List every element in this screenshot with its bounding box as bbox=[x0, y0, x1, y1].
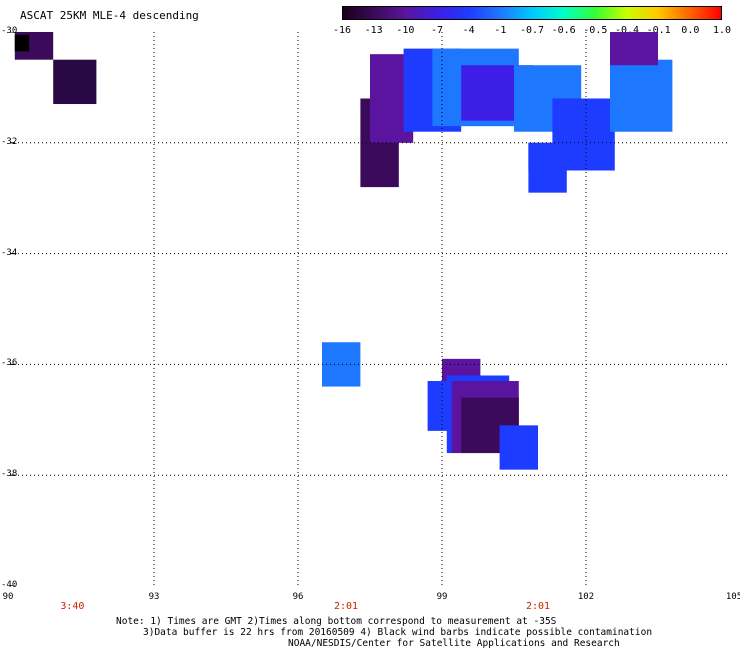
lat-tick-label: -30 bbox=[1, 26, 18, 36]
note-line-1: Note: 1) Times are GMT 2)Times along bot… bbox=[116, 616, 557, 627]
colorbar-labels: -16 -13 -10 -7 -4 -1 -0.7 -0.6 -0.5 -0.4 -0.1 0.0 1.… bbox=[0, 25, 740, 37]
time-label: 2:01 bbox=[333, 601, 359, 612]
colorbar-tick-label: -0.1 bbox=[646, 25, 671, 36]
wind-data-cell bbox=[610, 32, 658, 66]
note-line-2: 3)Data buffer is 22 hrs from 20160509 4)… bbox=[143, 627, 653, 638]
note-line-3: NOAA/NESDIS/Center for Satellite Applica… bbox=[288, 638, 620, 649]
lon-tick-label: 93 bbox=[148, 592, 160, 602]
colorbar bbox=[342, 6, 722, 20]
colorbar-tick-label: 1.0 bbox=[712, 25, 732, 36]
colorbar-tick-label: -0.6 bbox=[551, 25, 576, 36]
colorbar-tick-label: -0.7 bbox=[519, 25, 545, 36]
wind-data-cell bbox=[610, 59, 673, 132]
colorbar-tick-label: -1 bbox=[494, 25, 507, 36]
wind-data-cell bbox=[53, 59, 97, 105]
lon-tick-label: 102 bbox=[577, 592, 595, 602]
lat-tick-label: -40 bbox=[1, 580, 18, 590]
lat-tick-label: -36 bbox=[1, 358, 18, 369]
colorbar-tick-label: 0.0 bbox=[681, 25, 700, 36]
colorbar-tick-label: -7 bbox=[430, 25, 444, 36]
lon-tick-label: 99 bbox=[436, 592, 448, 602]
time-label: 2:01 bbox=[525, 601, 551, 612]
time-label: 3:40 bbox=[60, 601, 85, 612]
map-plot-area bbox=[10, 32, 730, 586]
lat-tick-label: -32 bbox=[1, 136, 18, 147]
colorbar-tick-label: -0.5 bbox=[583, 25, 608, 36]
wind-data-cell bbox=[14, 34, 30, 52]
lon-tick-label: 105 bbox=[725, 592, 740, 602]
lon-tick-label: 90 bbox=[2, 592, 14, 602]
wind-data-cell bbox=[499, 425, 538, 470]
lat-tick-label: -34 bbox=[1, 247, 18, 258]
colorbar-tick-label: -0.4 bbox=[614, 25, 640, 36]
colorbar-tick-label: -10 bbox=[396, 25, 415, 36]
lat-tick-label: -38 bbox=[1, 469, 18, 480]
wind-data-cell bbox=[528, 142, 567, 193]
colorbar-tick-label: -4 bbox=[462, 25, 475, 36]
colorbar-tick-label: -13 bbox=[364, 25, 383, 36]
colorbar-tick-label: -16 bbox=[332, 25, 352, 36]
map-title: ASCAT 25KM MLE-4 descending bbox=[20, 9, 199, 22]
lon-tick-label: 96 bbox=[292, 592, 304, 602]
